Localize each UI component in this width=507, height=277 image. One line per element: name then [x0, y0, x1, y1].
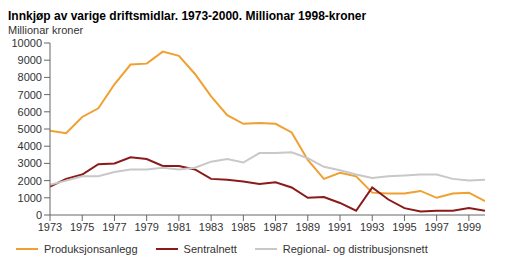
- svg-text:1997: 1997: [424, 221, 448, 233]
- svg-text:1995: 1995: [392, 221, 416, 233]
- html-text:Millionar kroner: Millionar kroner: [8, 24, 84, 36]
- svg-text:1991: 1991: [328, 221, 352, 233]
- svg-text:9000: 9000: [18, 54, 42, 66]
- svg-text:1999: 1999: [457, 221, 481, 233]
- svg-text:1000: 1000: [18, 192, 42, 204]
- svg-text:2000: 2000: [18, 175, 42, 187]
- svg-text:1989: 1989: [296, 221, 320, 233]
- html-text:Regional- og distribusjonsnett: Regional- og distribusjonsnett: [282, 243, 428, 255]
- svg-text:1973: 1973: [38, 221, 62, 233]
- svg-text:1981: 1981: [167, 221, 191, 233]
- svg-text:1975: 1975: [70, 221, 94, 233]
- svg-text:1993: 1993: [360, 221, 384, 233]
- svg-text:6000: 6000: [18, 106, 42, 118]
- svg-text:0: 0: [36, 209, 42, 221]
- svg-text:4000: 4000: [18, 140, 42, 152]
- svg-text:1987: 1987: [263, 221, 287, 233]
- html-text:Produksjonsanlegg: Produksjonsanlegg: [44, 243, 138, 255]
- svg-text:3000: 3000: [18, 157, 42, 169]
- svg-text:1985: 1985: [231, 221, 255, 233]
- svg-text:5000: 5000: [18, 123, 42, 135]
- html-text:Innkjøp av varige driftsmidlar: Innkjøp av varige driftsmidlar. 1973-200…: [8, 9, 367, 23]
- svg-text:1977: 1977: [102, 221, 126, 233]
- svg-text:1983: 1983: [199, 221, 223, 233]
- svg-text:10000: 10000: [11, 37, 42, 49]
- svg-text:8000: 8000: [18, 71, 42, 83]
- svg-text:7000: 7000: [18, 89, 42, 101]
- svg-text:1979: 1979: [134, 221, 158, 233]
- html-text:Sentralnett: Sentralnett: [183, 243, 237, 255]
